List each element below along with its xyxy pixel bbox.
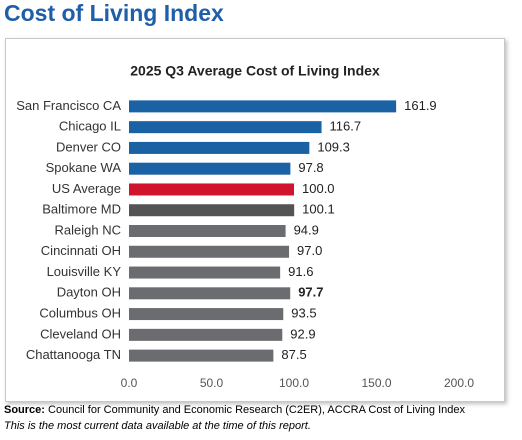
bar (129, 287, 291, 300)
y-tick-label: Chicago IL (59, 119, 121, 134)
y-tick-label: Denver CO (56, 139, 121, 154)
y-tick-label: Baltimore MD (42, 202, 121, 217)
value-label: 91.6 (288, 264, 313, 279)
value-label: 161.9 (404, 98, 437, 113)
source-label: Source: (4, 404, 45, 416)
bar (129, 308, 284, 321)
bar (129, 162, 291, 175)
x-tick-label: 50.0 (200, 376, 224, 390)
bar (129, 204, 295, 217)
page-title: Cost of Living Index (4, 0, 224, 26)
x-tick-label: 150.0 (361, 376, 391, 390)
value-label: 97.7 (298, 285, 323, 300)
y-tick-label: Cincinnati OH (41, 243, 121, 258)
note: This is the most current data available … (4, 420, 311, 432)
value-label: 93.5 (291, 306, 316, 321)
bar (129, 349, 274, 362)
y-tick-label: Cleveland OH (40, 326, 121, 341)
bar (129, 328, 283, 341)
x-tick-label: 200.0 (444, 376, 474, 390)
value-label: 116.7 (330, 119, 362, 134)
y-tick-label: Spokane WA (46, 160, 122, 175)
bar (129, 121, 322, 134)
y-tick-label: Raleigh NC (55, 222, 121, 237)
value-label: 109.3 (317, 139, 350, 154)
bar (129, 141, 310, 154)
value-label: 100.0 (302, 181, 335, 196)
x-tick-label: 100.0 (279, 376, 309, 390)
bar (129, 225, 286, 237)
y-tick-label: Dayton OH (57, 285, 121, 300)
bar (129, 183, 294, 196)
value-label: 100.1 (302, 202, 335, 217)
value-label: 92.9 (290, 326, 315, 341)
source-text: Council for Community and Economic Resea… (48, 404, 465, 416)
chart: 2025 Q3 Average Cost of Living Index 0.0… (16, 63, 474, 390)
source: Source: Council for Community and Econom… (4, 404, 465, 416)
bar (129, 245, 290, 258)
value-label: 97.8 (298, 160, 323, 175)
chart-title: 2025 Q3 Average Cost of Living Index (130, 63, 380, 79)
bar (129, 100, 397, 113)
value-label: 97.0 (297, 243, 322, 258)
value-label: 94.9 (294, 222, 319, 237)
y-tick-label: San Francisco CA (16, 98, 121, 113)
value-label: 87.5 (281, 347, 306, 362)
bar (129, 266, 281, 279)
y-tick-label: Louisville KY (47, 264, 122, 279)
y-tick-label: US Average (52, 181, 121, 196)
chart-frame (5, 38, 505, 402)
y-tick-label: Chattanooga TN (26, 347, 121, 362)
y-tick-label: Columbus OH (39, 306, 121, 321)
x-tick-label: 0.0 (121, 376, 138, 390)
